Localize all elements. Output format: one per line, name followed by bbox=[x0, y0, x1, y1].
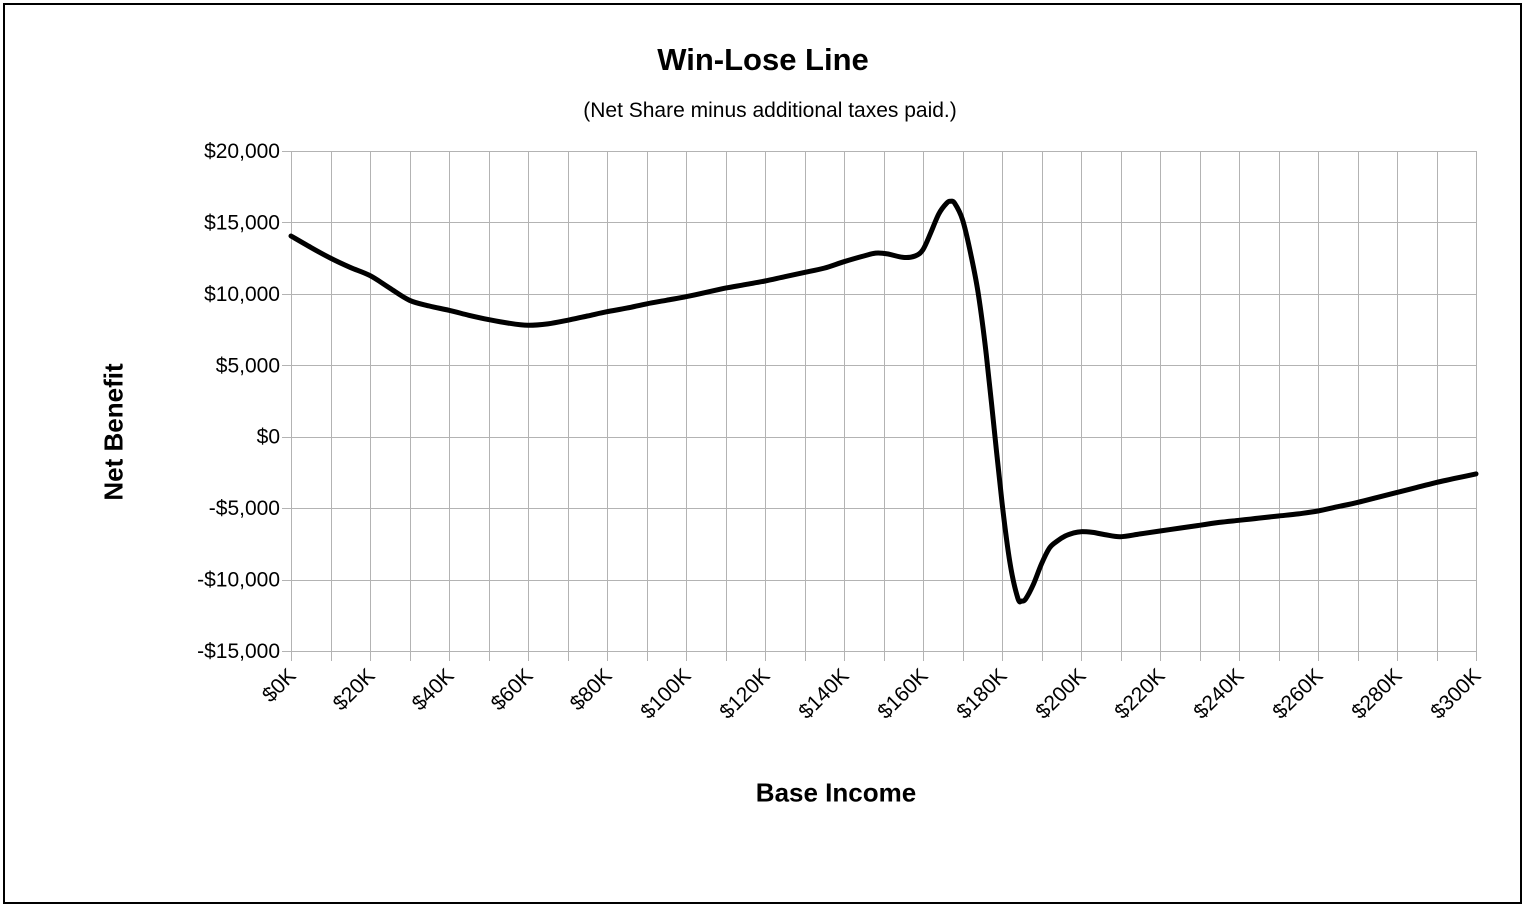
x-tick-label: $80K bbox=[566, 664, 617, 715]
x-tick-label: $140K bbox=[794, 664, 853, 723]
x-tick-label: $260K bbox=[1268, 664, 1327, 723]
x-tick-label: $280K bbox=[1347, 664, 1406, 723]
x-tick-label: $40K bbox=[408, 664, 459, 715]
y-tick-label: $15,000 bbox=[204, 211, 280, 234]
chart-subtitle: (Net Share minus additional taxes paid.) bbox=[583, 99, 957, 122]
net-benefit-line bbox=[288, 198, 1479, 605]
chart-title: Win-Lose Line bbox=[657, 42, 869, 77]
x-tick-label: $60K bbox=[487, 664, 538, 715]
y-tick-label: $20,000 bbox=[204, 140, 280, 163]
y-axis-title: Net Benefit bbox=[98, 363, 129, 501]
x-tick-label: $0K bbox=[258, 664, 301, 707]
page-border bbox=[3, 3, 1522, 904]
y-tick-label: $0 bbox=[257, 426, 280, 449]
y-tick-label: $5,000 bbox=[216, 354, 280, 377]
gridlines bbox=[282, 151, 1477, 661]
x-tick-label: $100K bbox=[636, 664, 695, 723]
y-tick-label: -$10,000 bbox=[197, 569, 280, 592]
x-tick-label: $160K bbox=[873, 664, 932, 723]
x-tick-label: $220K bbox=[1110, 664, 1169, 723]
y-tick-label: -$15,000 bbox=[197, 640, 280, 663]
x-tick-label: $300K bbox=[1426, 664, 1485, 723]
y-tick-label: $10,000 bbox=[204, 283, 280, 306]
y-tick-label: -$5,000 bbox=[209, 497, 280, 520]
x-tick-label: $120K bbox=[715, 664, 774, 723]
x-tick-label: $180K bbox=[952, 664, 1011, 723]
x-axis-title: Base Income bbox=[755, 777, 917, 808]
x-tick-label: $240K bbox=[1189, 664, 1248, 723]
x-tick-label: $200K bbox=[1031, 664, 1090, 723]
x-tick-label: $20K bbox=[329, 664, 380, 715]
